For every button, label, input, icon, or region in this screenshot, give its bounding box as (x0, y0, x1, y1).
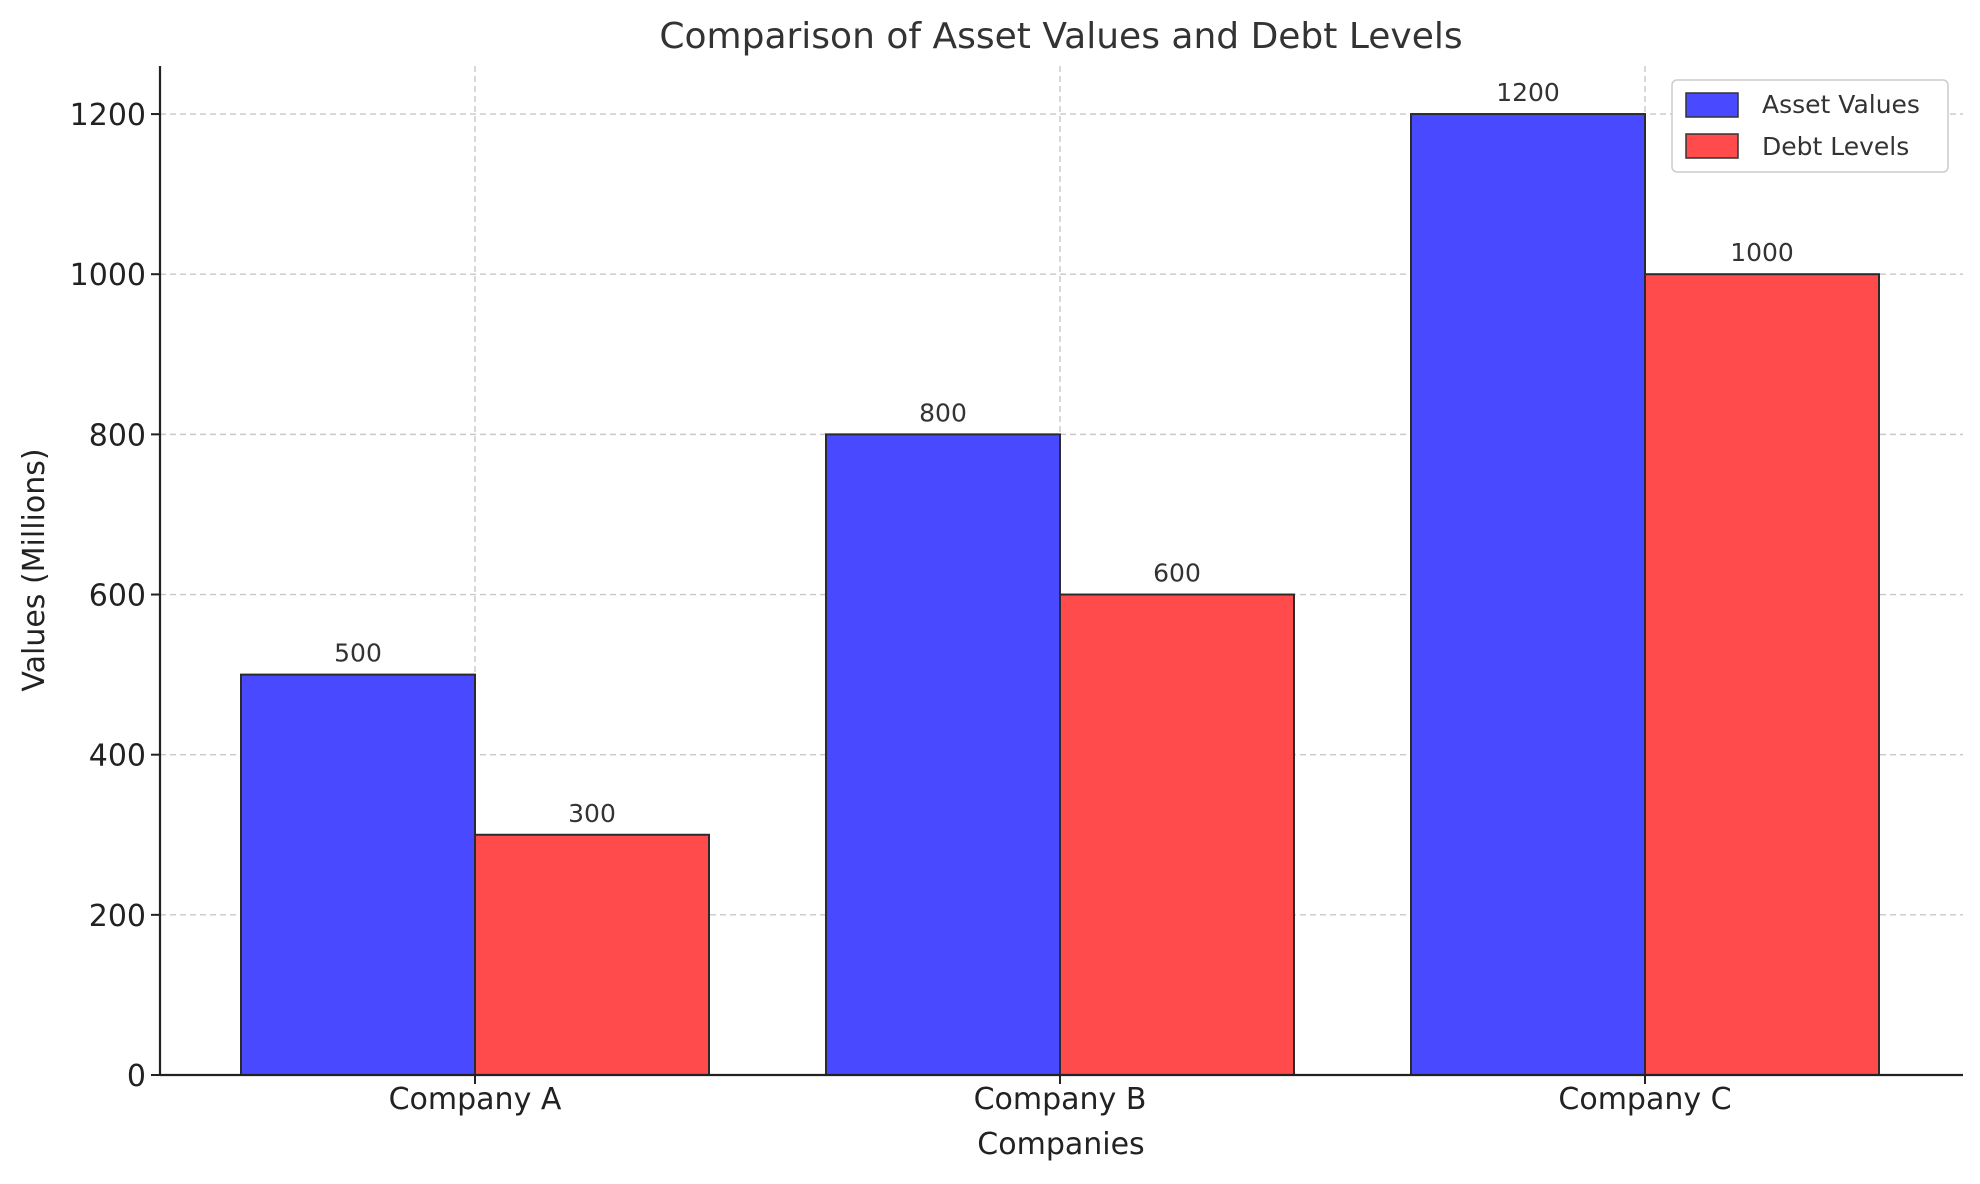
data-label-asset-values-company-a: 500 (334, 639, 382, 668)
bar-asset-values-company-c (1410, 113, 1646, 1077)
data-label-asset-values-company-b: 800 (919, 398, 967, 427)
y-tick-label: 1000 (70, 258, 146, 293)
legend: Asset Values Debt Levels (1671, 79, 1949, 173)
data-label-asset-values-company-c: 1200 (1496, 78, 1560, 107)
data-label-debt-levels-company-a: 300 (568, 799, 616, 828)
bar-debt-levels-company-c (1644, 273, 1880, 1076)
y-tick-label: 400 (89, 739, 146, 774)
bar-debt-levels-company-a (474, 833, 710, 1076)
axes (158, 66, 1963, 1077)
legend-frame (1671, 79, 1949, 173)
legend-label-debt-levels: Debt Levels (1762, 132, 1909, 161)
bar-debt-levels-company-b (1059, 593, 1295, 1076)
y-tick-label: 1200 (70, 98, 146, 133)
data-labels: 500 800 1200 300 600 1000 (334, 78, 1794, 828)
x-tick-label-company-b: Company B (974, 1082, 1147, 1117)
y-tick-label: 0 (127, 1059, 146, 1094)
legend-swatch-asset-values (1685, 92, 1739, 118)
x-tick-label-company-a: Company A (389, 1082, 562, 1117)
x-tick-label-company-c: Company C (1558, 1082, 1731, 1117)
chart-title: Comparison of Asset Values and Debt Leve… (659, 16, 1462, 57)
data-label-debt-levels-company-b: 600 (1153, 559, 1201, 588)
x-ticks: Company A Company B Company C (389, 1075, 1732, 1117)
y-tick-label: 200 (89, 899, 146, 934)
legend-label-asset-values: Asset Values (1762, 90, 1920, 119)
bar-asset-values-company-a (240, 673, 476, 1076)
bar-asset-values-company-b (825, 433, 1061, 1077)
y-axis-label: Values (Millions) (17, 448, 52, 691)
x-axis-label: Companies (977, 1127, 1144, 1162)
legend-swatch-debt-levels (1685, 133, 1739, 159)
y-tick-label: 800 (89, 418, 146, 453)
bars (240, 113, 1880, 1077)
y-tick-label: 600 (89, 579, 146, 614)
data-label-debt-levels-company-c: 1000 (1730, 238, 1794, 267)
y-ticks: 0 200 400 600 800 1000 1200 (70, 98, 160, 1094)
